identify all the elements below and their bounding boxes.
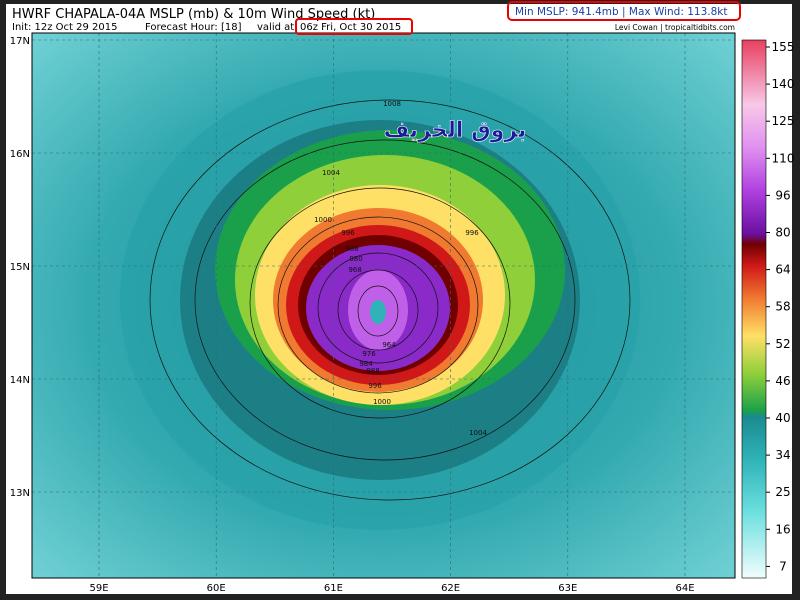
credit: Levi Cowan | tropicaltidbits.com — [615, 23, 735, 32]
colorbar — [741, 39, 767, 579]
watermark: بروق الخريف — [384, 118, 527, 143]
colorbar-label: 140 — [772, 77, 795, 91]
colorbar-label: 52 — [775, 337, 790, 351]
isobar-label: 984 — [359, 360, 373, 368]
isobar-label: 1008 — [383, 100, 401, 108]
colorbar-label: 64 — [775, 263, 790, 277]
colorbar-label: 96 — [775, 188, 790, 202]
isobar-label: 1000 — [314, 216, 332, 224]
lon-label: 64E — [675, 583, 694, 594]
isobar-label: 996 — [368, 382, 382, 390]
lat-label: 17N — [10, 36, 30, 47]
highlight — [507, 1, 741, 21]
title: HWRF CHAPALA-04A MSLP (mb) & 10m Wind Sp… — [12, 7, 375, 22]
isobar-label: 988 — [366, 367, 379, 375]
lon-label: 61E — [324, 583, 343, 594]
forecast-hour: Forecast Hour: [18] — [145, 22, 242, 33]
isobar-label: 996 — [341, 229, 355, 237]
isobar-label: 976 — [362, 350, 376, 358]
colorbar-label: 40 — [775, 411, 790, 425]
lat-label: 15N — [10, 262, 30, 273]
isobar-label: 964 — [382, 341, 396, 349]
lon-label: 60E — [207, 583, 226, 594]
highlight — [295, 18, 413, 35]
lat-label: 14N — [10, 375, 30, 386]
valid-prefix: valid at — [257, 22, 294, 33]
colorbar-label: 25 — [775, 485, 790, 499]
init-time: Init: 12z Oct 29 2015 — [12, 22, 118, 33]
isobar-label: 1004 — [322, 169, 340, 177]
isobar-label: 996 — [465, 229, 479, 237]
lat-label: 13N — [10, 488, 30, 499]
isobar-label: 1004 — [469, 429, 487, 437]
lat-label: 16N — [10, 149, 30, 160]
colorbar-label: 80 — [775, 226, 790, 240]
valid-time: 06z Fri, Oct 30 2015 — [300, 22, 401, 33]
isobar-label: 988 — [345, 245, 358, 253]
graticule — [32, 33, 735, 578]
colorbar-label: 34 — [775, 448, 790, 462]
isobars — [149, 99, 631, 501]
colorbar-label: 7 — [779, 559, 787, 573]
isobar-label: 980 — [349, 255, 362, 263]
colorbar-label: 155 — [772, 40, 795, 54]
colorbar-label: 110 — [772, 151, 795, 165]
isobar-label: 1000 — [373, 398, 391, 406]
isobar-label: 968 — [348, 266, 361, 274]
colorbar-label: 16 — [775, 522, 790, 536]
wind-field — [120, 70, 640, 530]
storm-stats: Min MSLP: 941.4mb | Max Wind: 113.8kt — [515, 6, 727, 18]
lon-label: 62E — [441, 583, 460, 594]
colorbar-label: 125 — [772, 114, 795, 128]
colorbar-label: 58 — [775, 300, 790, 314]
lon-label: 63E — [558, 583, 577, 594]
colorbar-label: 46 — [775, 374, 790, 388]
lon-label: 59E — [89, 583, 108, 594]
